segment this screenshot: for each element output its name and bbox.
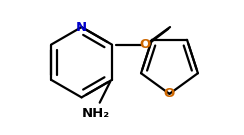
Text: NH₂: NH₂ bbox=[82, 107, 110, 120]
Text: O: O bbox=[140, 38, 151, 51]
Text: O: O bbox=[164, 87, 175, 100]
Text: N: N bbox=[76, 21, 87, 34]
